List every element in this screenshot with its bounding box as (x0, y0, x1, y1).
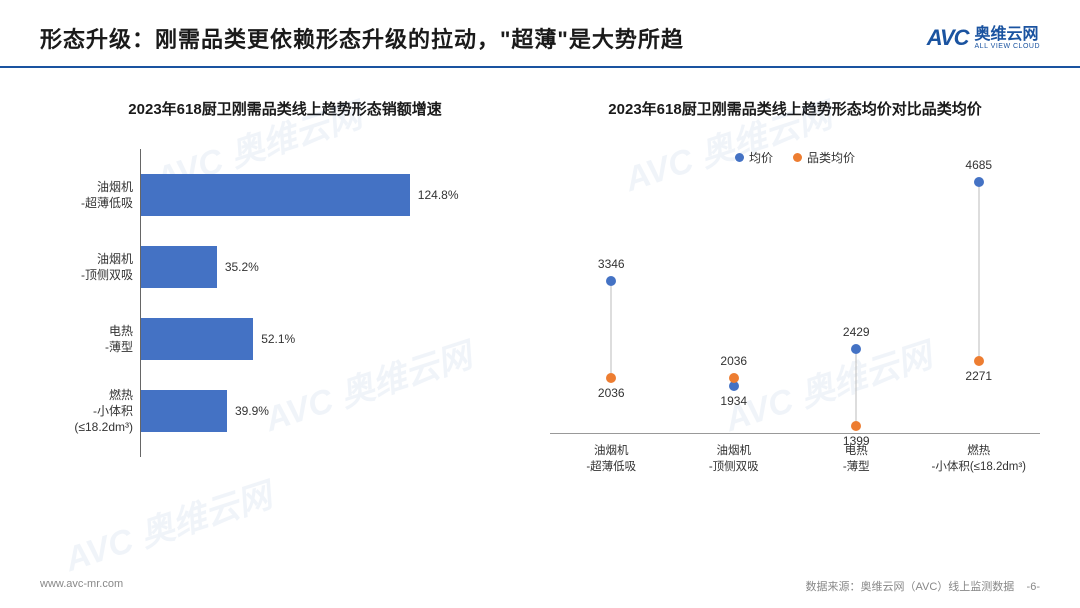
point-label: 1399 (843, 434, 870, 448)
bar-fill (141, 174, 410, 216)
legend-item: 均价 (735, 149, 773, 166)
logo-mark: AVC (927, 25, 969, 51)
point-label: 3346 (598, 257, 625, 271)
scatter-chart-title: 2023年618厨卫刚需品类线上趋势形态均价对比品类均价 (550, 98, 1040, 119)
point-blue (851, 344, 861, 354)
point-label: 1934 (720, 394, 747, 408)
connector-line (978, 183, 979, 362)
bar-value: 52.1% (261, 332, 295, 346)
point-label: 2271 (965, 369, 992, 383)
bar-label: 电热-薄型 (41, 323, 141, 355)
bar-fill (141, 390, 227, 432)
point-orange (851, 421, 861, 431)
connector-line (856, 350, 857, 427)
header: 形态升级：刚需品类更依赖形态升级的拉动，"超薄"是大势所趋 AVC 奥维云网 A… (0, 0, 1080, 68)
bar-fill (141, 318, 253, 360)
point-label: 2036 (720, 354, 747, 368)
bar-row: 燃热-小体积(≤18.2dm³)39.9% (141, 375, 530, 447)
bar-label: 油烟机-顶侧双吸 (41, 251, 141, 283)
bar-value: 35.2% (225, 260, 259, 274)
legend-dot (735, 153, 744, 162)
bar-chart: 2023年618厨卫刚需品类线上趋势形态销额增速 油烟机-超薄低吸124.8%油… (40, 98, 530, 479)
bar-row: 油烟机-顶侧双吸35.2% (141, 231, 530, 303)
point-blue (974, 177, 984, 187)
bar-row: 油烟机-超薄低吸124.8% (141, 159, 530, 231)
x-label: 油烟机-超薄低吸 (550, 444, 673, 475)
scatter-column: 1934 2036 (673, 174, 796, 433)
bar-row: 电热-薄型52.1% (141, 303, 530, 375)
connector-line (611, 282, 612, 379)
bar-chart-title: 2023年618厨卫刚需品类线上趋势形态销额增速 (40, 98, 530, 119)
legend-dot (793, 153, 802, 162)
scatter-column: 3346 2036 (550, 174, 673, 433)
point-label: 4685 (965, 158, 992, 172)
bar-label: 油烟机-超薄低吸 (41, 179, 141, 211)
point-label: 2429 (843, 325, 870, 339)
footer-source: 数据来源：奥维云网（AVC）线上监测数据 (806, 581, 1015, 593)
footer-url: www.avc-mr.com (40, 578, 123, 594)
logo-en: ALL VIEW CLOUD (975, 43, 1040, 50)
point-orange (729, 373, 739, 383)
bar-label: 燃热-小体积(≤18.2dm³) (41, 387, 141, 436)
scatter-chart: 2023年618厨卫刚需品类线上趋势形态均价对比品类均价 均价 品类均价 3346… (550, 98, 1040, 479)
legend-label: 均价 (749, 149, 773, 166)
logo-cn: 奥维云网 (975, 27, 1040, 43)
brand-logo: AVC 奥维云网 ALL VIEW CLOUD (927, 25, 1040, 51)
legend-label: 品类均价 (807, 149, 855, 166)
point-blue (606, 276, 616, 286)
x-label: 电热-薄型 (795, 444, 918, 475)
scatter-column: 24291399 (795, 174, 918, 433)
point-orange (974, 356, 984, 366)
footer: www.avc-mr.com 数据来源：奥维云网（AVC）线上监测数据 -6- (0, 578, 1080, 594)
bar-value: 39.9% (235, 404, 269, 418)
watermark: AVC 奥维云网 (58, 468, 277, 581)
x-label: 燃热-小体积(≤18.2dm³) (918, 444, 1041, 475)
scatter-column: 46852271 (918, 174, 1041, 433)
point-orange (606, 373, 616, 383)
bar-value: 124.8% (418, 188, 459, 202)
bar-fill (141, 246, 217, 288)
footer-page: -6- (1027, 581, 1040, 593)
legend-item: 品类均价 (793, 149, 855, 166)
x-label: 油烟机-顶侧双吸 (673, 444, 796, 475)
point-label: 2036 (598, 386, 625, 400)
page-title: 形态升级：刚需品类更依赖形态升级的拉动，"超薄"是大势所趋 (40, 22, 684, 54)
